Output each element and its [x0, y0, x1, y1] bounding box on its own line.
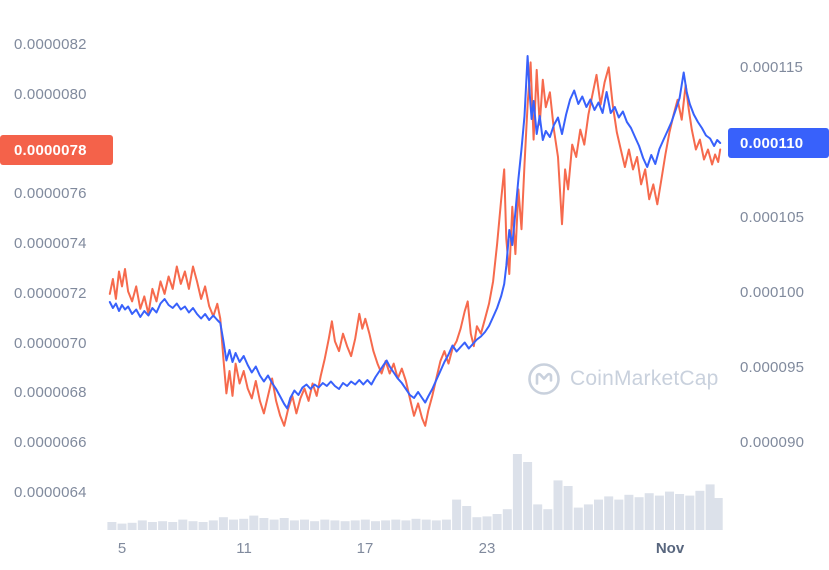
- volume-bar: [117, 523, 127, 530]
- volume-bar: [695, 490, 705, 530]
- volume-bar: [492, 514, 502, 530]
- volume-bar: [208, 520, 218, 530]
- volume-bar: [381, 520, 391, 530]
- price-orange-line[interactable]: [108, 61, 722, 427]
- volume-bar: [360, 519, 370, 530]
- volume-bar: [249, 515, 259, 530]
- volume-bar: [604, 496, 614, 530]
- volume-bar: [523, 462, 533, 530]
- volume-bar: [279, 518, 289, 530]
- coinmarketcap-watermark: CoinMarketCap: [527, 362, 719, 396]
- volume-bar: [198, 522, 208, 530]
- volume-bar: [462, 506, 472, 530]
- price-blue-line[interactable]: [108, 55, 722, 410]
- volume-bar: [543, 509, 553, 530]
- volume-bar: [391, 519, 401, 530]
- volume-bar: [705, 484, 715, 530]
- volume-bar: [583, 504, 593, 530]
- volume-bar: [127, 522, 137, 530]
- volume-bar: [685, 495, 695, 530]
- volume-bar: [350, 520, 360, 530]
- volume-bar: [482, 516, 492, 530]
- volume-bar: [614, 499, 624, 530]
- volume-bar: [644, 493, 654, 530]
- volume-bar: [512, 454, 522, 530]
- volume-bar: [330, 520, 340, 530]
- volume-bar: [573, 507, 583, 530]
- volume-bar: [259, 518, 269, 530]
- volume-bar: [320, 519, 330, 530]
- volume-bar: [229, 519, 238, 530]
- volume-bar: [401, 520, 411, 530]
- volume-bar: [675, 494, 685, 530]
- volume-bar: [137, 520, 147, 530]
- volume-bar: [239, 518, 249, 530]
- volume-bar: [178, 519, 188, 530]
- volume-bar: [654, 495, 664, 530]
- volume-bar: [147, 522, 157, 530]
- volume-bar: [665, 491, 674, 530]
- left-price-badge: 0.0000078: [0, 135, 113, 165]
- volume-bar: [411, 518, 421, 530]
- volume-bar: [218, 517, 228, 530]
- volume-bar: [371, 521, 380, 530]
- volume-bar: [533, 504, 543, 530]
- volume-bar: [107, 522, 117, 530]
- volume-bar: [624, 494, 634, 530]
- volume-bar: [431, 520, 441, 530]
- watermark-text: CoinMarketCap: [570, 367, 719, 390]
- volume-bar: [502, 509, 512, 530]
- volume-bar: [713, 498, 723, 530]
- coinmarketcap-logo-icon: [528, 363, 560, 395]
- volume-bar: [452, 499, 462, 530]
- volume-bar: [310, 521, 320, 530]
- volume-bar: [289, 520, 299, 530]
- volume-bar: [472, 517, 482, 530]
- volume-bar: [441, 519, 451, 530]
- volume-bar: [168, 522, 178, 530]
- volume-bar: [563, 486, 573, 530]
- volume-bar: [300, 519, 309, 530]
- volume-bar: [188, 521, 198, 530]
- volume-bar: [269, 519, 279, 530]
- volume-bar: [158, 521, 168, 530]
- volume-bar: [340, 521, 350, 530]
- volume-bar: [634, 497, 644, 530]
- volume-bar: [553, 480, 563, 530]
- right-price-badge: 0.000110: [728, 128, 829, 158]
- volume-bar: [421, 519, 431, 530]
- volume-bar: [594, 499, 603, 530]
